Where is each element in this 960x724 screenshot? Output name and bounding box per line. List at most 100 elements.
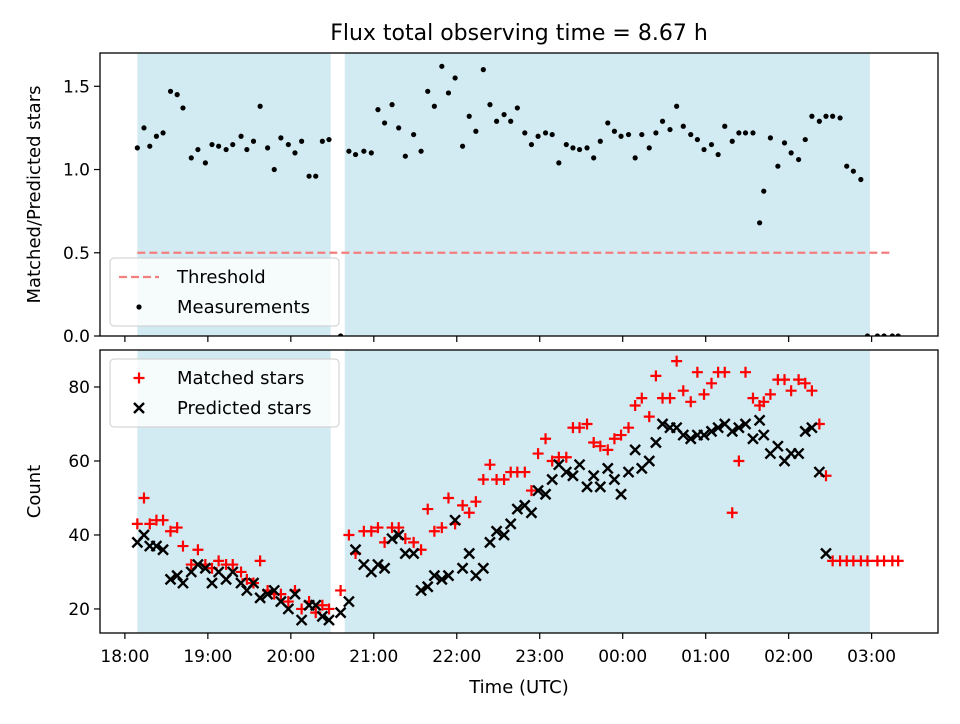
predicted-star-point bbox=[289, 588, 301, 601]
measurement-point bbox=[396, 125, 402, 131]
bottom-panel: 20 40 60 80 Count Matched stars Predicted star… bbox=[24, 349, 939, 639]
matched-star-point bbox=[764, 388, 776, 400]
predicted-star-point bbox=[560, 466, 573, 478]
predicted-star-point bbox=[504, 518, 517, 530]
x-tick-label: 23:00 bbox=[515, 647, 564, 667]
measurement-point bbox=[411, 131, 417, 138]
predicted-star-point bbox=[309, 599, 322, 612]
measurement-point bbox=[459, 143, 466, 149]
measurement-point bbox=[418, 148, 424, 154]
measurement-point bbox=[761, 188, 767, 194]
predicted-star-point bbox=[282, 603, 295, 615]
matched-star-point bbox=[428, 525, 440, 537]
top-panel: 0.0 0.5 1.0 1.5 Matched/Predicted stars Thres… bbox=[24, 52, 939, 347]
predicted-star-point bbox=[498, 529, 510, 541]
matched-star-point bbox=[793, 374, 805, 386]
matched-star-point bbox=[470, 496, 482, 508]
predicted-star-point bbox=[150, 540, 163, 552]
measurement-point bbox=[250, 138, 257, 144]
measurement-point bbox=[368, 150, 374, 156]
measurement-point bbox=[729, 138, 735, 144]
predicted-star-point bbox=[206, 577, 218, 589]
matched-star-point bbox=[540, 433, 552, 445]
legend-box bbox=[109, 257, 340, 327]
matched-star-point bbox=[664, 392, 676, 404]
x-tick-label: 19:00 bbox=[183, 647, 232, 667]
x-axis: 18:00 19:00 20:00 21:00 22:00 23:00 00:00 01:00… bbox=[100, 647, 896, 667]
measurement-point bbox=[823, 113, 829, 119]
measurement-point bbox=[850, 168, 856, 174]
plot-area bbox=[131, 355, 904, 626]
matched-star-point bbox=[747, 392, 759, 404]
measurement-point bbox=[788, 150, 794, 156]
matched-star-point bbox=[636, 392, 648, 404]
predicted-star-point bbox=[712, 421, 724, 434]
predicted-star-point bbox=[677, 429, 690, 441]
matched-star-point bbox=[779, 374, 791, 386]
predicted-star-point bbox=[643, 455, 656, 467]
matched-star-point bbox=[677, 385, 689, 397]
predicted-star-point bbox=[573, 458, 586, 471]
matched-star-point bbox=[157, 514, 169, 526]
predicted-star-point bbox=[594, 481, 607, 493]
predicted-star-point bbox=[316, 610, 329, 623]
predicted-star-point bbox=[726, 425, 739, 438]
y-tick-label: 40 bbox=[68, 526, 90, 546]
measurement-point bbox=[816, 118, 822, 124]
matched-star-point bbox=[525, 485, 537, 497]
predicted-star-point bbox=[813, 466, 826, 478]
matched-star-point bbox=[685, 396, 697, 408]
measurement-point bbox=[757, 220, 763, 226]
measurement-point bbox=[653, 130, 659, 136]
predicted-star-point bbox=[511, 503, 524, 515]
predicted-star-point bbox=[268, 584, 281, 597]
predicted-star-point bbox=[463, 547, 476, 560]
matched-star-point bbox=[602, 444, 614, 456]
matched-star-point bbox=[372, 522, 384, 534]
predicted-star-point bbox=[343, 595, 355, 608]
measurement-point bbox=[802, 136, 808, 143]
measurement-point bbox=[796, 156, 802, 163]
measurement-point bbox=[715, 151, 721, 158]
measurement-point bbox=[141, 125, 147, 131]
measurement-point bbox=[708, 141, 715, 148]
predicted-star-point bbox=[349, 543, 362, 556]
predicted-star-point bbox=[477, 562, 490, 575]
measurement-point bbox=[522, 130, 528, 136]
matched-star-point bbox=[213, 555, 225, 567]
measurement-point bbox=[153, 133, 160, 139]
legend-measurement-swatch bbox=[136, 304, 142, 310]
predicted-star-point bbox=[164, 573, 177, 586]
matched-star-point bbox=[785, 385, 797, 397]
measurement-point bbox=[493, 118, 500, 124]
matched-star-point bbox=[671, 355, 683, 367]
predicted-star-point bbox=[622, 466, 635, 478]
measurement-point bbox=[147, 143, 153, 149]
measurement-point bbox=[528, 141, 535, 148]
measurement-point bbox=[299, 138, 305, 144]
measurement-point bbox=[278, 135, 284, 141]
measurement-point bbox=[659, 118, 666, 124]
predicted-star-point bbox=[705, 425, 718, 438]
predicted-star-point bbox=[323, 614, 335, 626]
measurement-point bbox=[542, 130, 549, 136]
predicted-star-point bbox=[601, 462, 614, 475]
y-tick-label: 20 bbox=[68, 600, 90, 620]
measurement-point bbox=[674, 103, 680, 109]
predicted-star-point bbox=[629, 444, 642, 456]
predicted-star-point bbox=[684, 432, 697, 445]
predicted-star-point bbox=[386, 532, 398, 545]
predicted-star-point bbox=[407, 547, 420, 560]
panel-frame bbox=[99, 349, 939, 634]
measurement-point bbox=[223, 146, 229, 153]
measurement-point bbox=[292, 150, 298, 156]
measurement-point bbox=[646, 145, 652, 151]
y-tick-label: 80 bbox=[68, 378, 90, 398]
matched-star-point bbox=[588, 436, 600, 448]
x-tick-label: 01:00 bbox=[681, 647, 730, 667]
x-tick-label: 21:00 bbox=[349, 647, 398, 667]
matched-star-point bbox=[594, 440, 606, 452]
matched-star-point bbox=[719, 366, 731, 378]
measurement-point bbox=[767, 135, 774, 141]
